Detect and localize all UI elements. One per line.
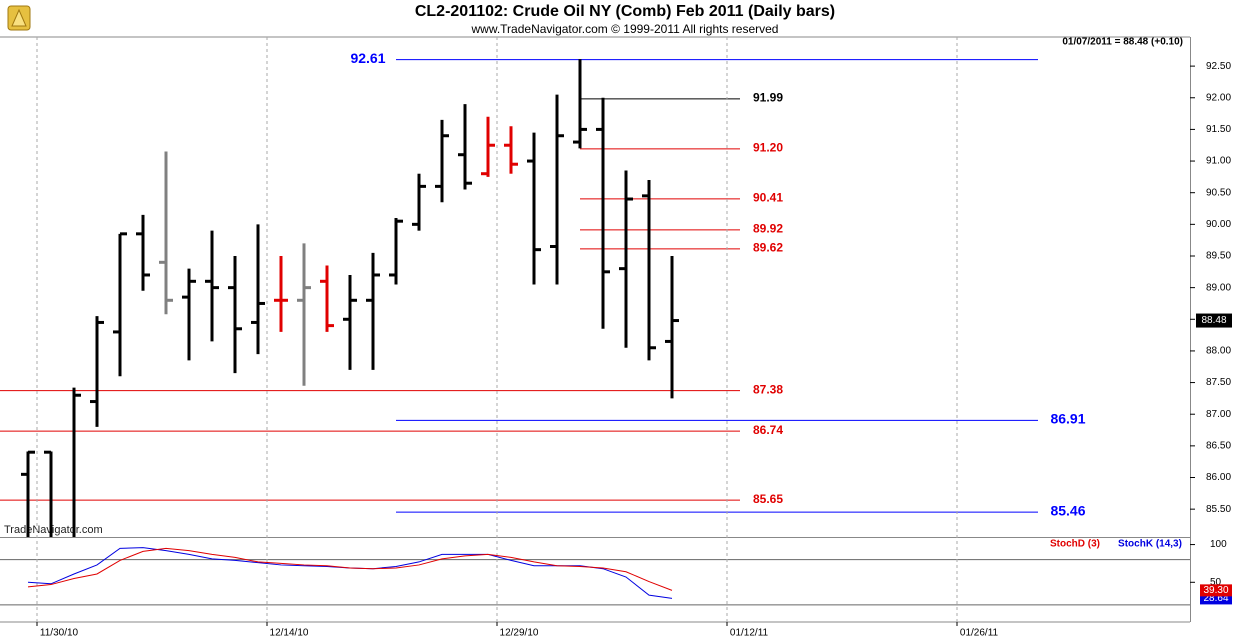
y-tick-label: 100	[1210, 539, 1227, 550]
level-label: 91.99	[753, 91, 783, 105]
y-tick-label: 92.50	[1206, 61, 1231, 72]
last-value-label: 28.64	[1203, 593, 1228, 604]
y-tick-label: 89.00	[1206, 282, 1231, 293]
y-tick-label: 85.50	[1206, 504, 1231, 515]
x-tick-label: 11/30/10	[40, 628, 79, 639]
legend-entry: StochK (14,3)	[1118, 539, 1182, 550]
y-tick-label: 87.00	[1206, 409, 1231, 420]
x-tick-label: 01/26/11	[960, 628, 999, 639]
y-tick-label: 91.50	[1206, 124, 1231, 135]
last-price-label: 88.48	[1201, 315, 1226, 326]
y-tick-label: 92.00	[1206, 92, 1231, 103]
legend-entry: StochD (3)	[1050, 539, 1100, 550]
x-tick-label: 12/29/10	[500, 628, 539, 639]
y-tick-label: 89.50	[1206, 251, 1231, 262]
logo	[7, 5, 31, 31]
stoch-line	[27, 547, 673, 591]
level-label: 86.74	[753, 423, 783, 437]
chart-subtitle: www.TradeNavigator.com © 1999-2011 All r…	[471, 22, 779, 36]
chart-title: CL2-201102: Crude Oil NY (Comb) Feb 2011…	[415, 3, 835, 20]
level-label: 90.41	[753, 191, 783, 205]
x-tick-label: 01/12/11	[730, 628, 769, 639]
y-tick-label: 88.00	[1206, 346, 1231, 357]
x-tick-label: 12/14/10	[270, 628, 309, 639]
y-tick-label: 87.50	[1206, 377, 1231, 388]
y-tick-label: 90.50	[1206, 187, 1231, 198]
level-label: 86.91	[1050, 411, 1085, 427]
y-tick-label: 91.00	[1206, 156, 1231, 167]
level-label: 89.92	[753, 222, 783, 236]
last-value-label: 39.30	[1203, 585, 1228, 596]
level-label: 91.20	[753, 141, 783, 155]
last-price-note: 01/07/2011 = 88.48 (+0.10)	[1062, 37, 1183, 48]
last-price-box	[1196, 313, 1232, 328]
level-label: 85.65	[753, 492, 783, 506]
price-bars	[21, 59, 679, 537]
level-label: 85.46	[1050, 502, 1085, 518]
last-value-box	[1200, 584, 1232, 597]
y-tick-label: 50	[1210, 577, 1222, 588]
watermark: TradeNavigator.com	[4, 524, 103, 536]
y-tick-label: 86.00	[1206, 472, 1231, 483]
y-tick-label: 90.00	[1206, 219, 1231, 230]
level-label: 87.38	[753, 382, 783, 396]
level-label: 89.62	[753, 241, 783, 255]
level-label: 92.61	[350, 50, 385, 66]
y-tick-label: 86.50	[1206, 441, 1231, 452]
